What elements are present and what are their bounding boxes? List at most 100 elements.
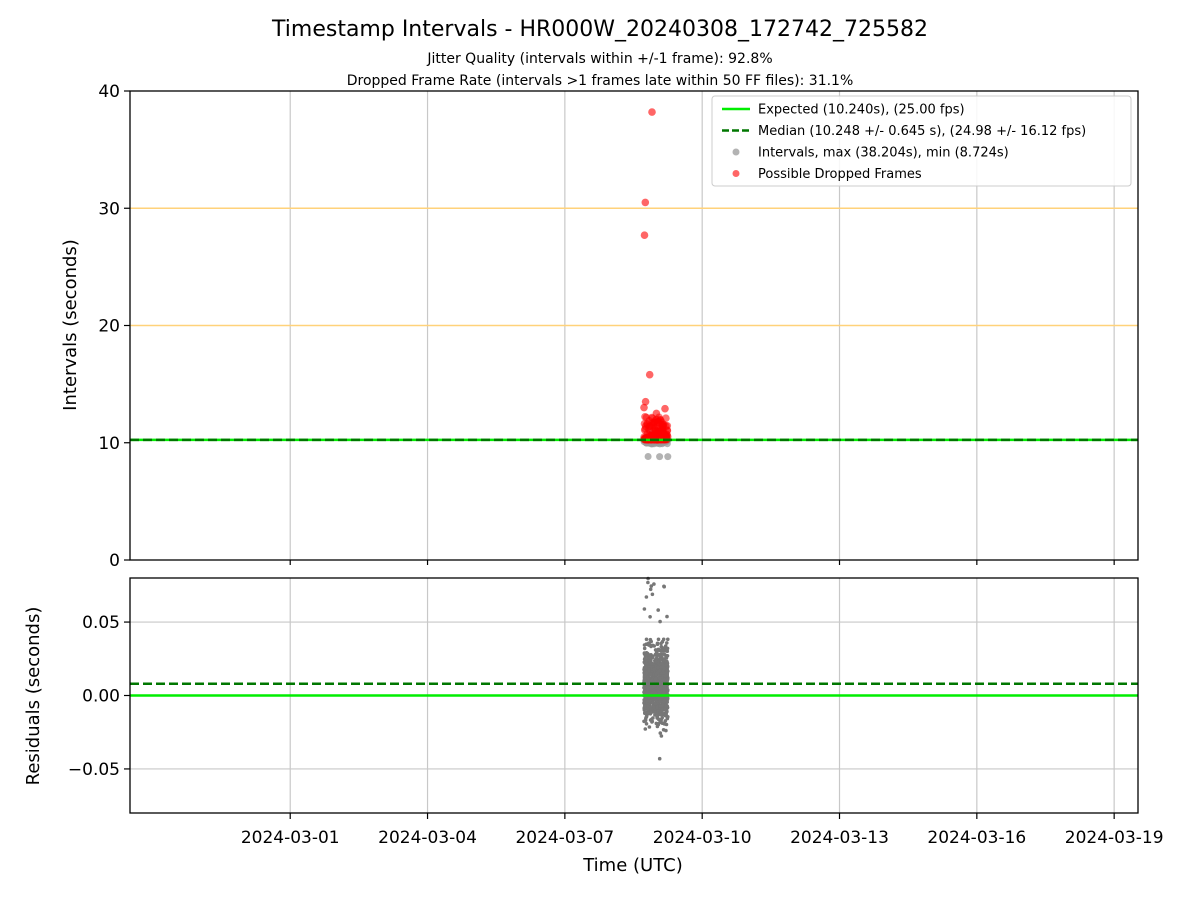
interval-point — [664, 453, 672, 461]
residual-point — [665, 704, 669, 708]
residual-point — [646, 685, 650, 689]
residual-point — [642, 646, 647, 651]
residual-point — [643, 704, 647, 709]
residual-point — [642, 651, 647, 655]
legend-swatch-intervals — [732, 148, 740, 156]
residual-point — [647, 725, 652, 729]
residual-point — [665, 660, 669, 664]
residual-point — [660, 721, 665, 725]
residual-point — [642, 674, 647, 678]
residual-point — [664, 673, 668, 678]
dropped-frame-outlier-1 — [641, 198, 650, 207]
residual-point — [662, 688, 666, 693]
residual-point — [645, 690, 650, 694]
intervals-y-tick-label: 30 — [98, 199, 120, 219]
intervals-y-tick-label: 0 — [109, 551, 120, 571]
residual-point — [666, 637, 670, 642]
dropped-frame-point — [642, 413, 651, 422]
residual-point — [658, 654, 662, 658]
dropped-frame-outlier-6 — [661, 404, 669, 413]
residual-point — [658, 712, 663, 717]
residual-point — [643, 710, 647, 715]
chart-title: Timestamp Intervals - HR000W_20240308_17… — [271, 17, 928, 42]
residual-point — [647, 653, 652, 657]
residual-point — [665, 614, 669, 619]
legend-entry-label: Median (10.248 +/- 0.645 s), (24.98 +/- … — [758, 124, 1086, 139]
residual-point — [660, 715, 664, 720]
intervals-y-tick-label: 10 — [98, 434, 120, 454]
residual-point — [658, 619, 662, 624]
residual-point — [657, 690, 662, 695]
x-tick-label: 2024-03-19 — [1065, 828, 1164, 848]
residual-point — [642, 689, 647, 694]
residual-point — [649, 706, 654, 711]
residual-point — [665, 641, 669, 645]
legend-swatch-dropped — [732, 170, 740, 177]
residual-point — [663, 713, 668, 718]
residual-point — [652, 582, 656, 586]
residuals-y-tick-label: 0.05 — [82, 613, 120, 633]
dropped-frame-point — [641, 422, 650, 431]
residual-point — [644, 722, 649, 726]
dropped-frame-outlier-4 — [641, 397, 650, 406]
legend-entry-label: Intervals, max (38.204s), min (8.724s) — [758, 146, 1009, 161]
residuals-panel: −0.05 0.00 0.05 2024-03-01 2024-03-04 2024-03… — [68, 576, 1164, 848]
residual-point — [651, 655, 655, 660]
x-tick-label: 2024-03-01 — [241, 828, 340, 848]
interval-point — [644, 453, 652, 460]
residual-point — [658, 704, 662, 708]
residual-point — [657, 756, 662, 761]
residual-point — [661, 663, 665, 668]
dropped-frame-point — [647, 421, 656, 430]
residual-point — [655, 724, 660, 729]
x-tick-label: 2024-03-07 — [515, 828, 614, 848]
dropped-frame-outlier-2 — [648, 108, 656, 116]
residual-point — [652, 667, 657, 671]
residual-point — [664, 728, 668, 733]
residual-point — [660, 648, 664, 653]
dropped-frame-outlier-0 — [640, 231, 649, 239]
residual-point — [662, 685, 667, 689]
residual-point — [658, 700, 662, 704]
residual-point — [656, 637, 661, 642]
intervals-y-tick-label: 40 — [98, 82, 120, 102]
x-tick-label: 2024-03-16 — [927, 828, 1026, 848]
intervals-y-axis-label: Intervals (seconds) — [60, 239, 81, 411]
residual-point — [665, 646, 670, 651]
residual-point — [648, 699, 652, 703]
residual-point — [644, 679, 648, 684]
residual-point — [642, 685, 646, 690]
residual-point — [648, 712, 653, 716]
residual-point — [648, 658, 652, 663]
interval-point — [656, 453, 664, 461]
legend-entry-label: Possible Dropped Frames — [758, 167, 922, 182]
residual-point — [643, 665, 648, 670]
residual-point — [642, 643, 647, 647]
residual-point — [654, 676, 658, 680]
residual-point — [656, 665, 660, 669]
residual-point — [643, 656, 647, 661]
residual-point — [648, 615, 652, 619]
residual-point — [659, 734, 664, 738]
intervals-panel: 0 10 20 30 40 Expected (10.240s), (25.00 fps)… — [98, 82, 1139, 571]
residual-point — [646, 580, 650, 585]
residual-point — [655, 655, 659, 660]
legend-entry-label: Expected (10.240s), (25.00 fps) — [758, 103, 965, 118]
residual-point — [655, 651, 659, 655]
residual-point — [649, 672, 653, 677]
residual-point — [654, 648, 659, 653]
residual-point — [659, 685, 664, 689]
x-tick-label: 2024-03-10 — [653, 828, 752, 848]
residual-point — [658, 731, 663, 735]
residual-point — [657, 669, 662, 673]
chart-subtitle-jitter: Jitter Quality (intervals within +/-1 fr… — [426, 51, 772, 67]
x-tick-label: 2024-03-04 — [378, 828, 477, 848]
residual-point — [650, 592, 655, 597]
residual-point — [662, 657, 667, 662]
residual-point — [651, 716, 655, 720]
legend-box — [711, 95, 1132, 187]
residuals-y-tick-label: 0.00 — [82, 687, 120, 707]
residual-point — [649, 687, 653, 691]
dropped-frame-outlier-5 — [640, 403, 648, 412]
